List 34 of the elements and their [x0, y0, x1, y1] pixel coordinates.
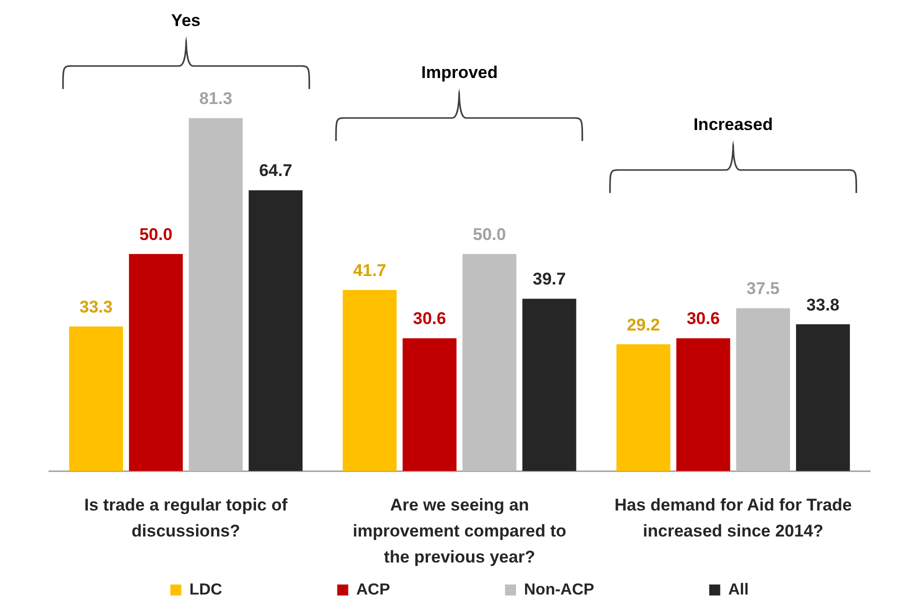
data-label: 37.5 — [746, 279, 780, 298]
text: Improved — [421, 63, 498, 83]
legend-label: LDC — [189, 581, 223, 598]
bar — [736, 308, 790, 471]
data-label: 29.2 — [626, 315, 660, 334]
data-label: 33.3 — [79, 297, 113, 316]
data-label: 50.0 — [472, 225, 506, 244]
data-label: 50.0 — [139, 225, 172, 244]
legend-label: All — [728, 581, 749, 598]
x-tick-label: Are we seeing an improvement compared to the previous year? — [352, 496, 566, 567]
bar — [402, 338, 457, 471]
bar — [248, 190, 303, 471]
data-label: 30.6 — [686, 309, 720, 328]
legend-label: Non-ACP — [524, 581, 595, 598]
x-tick-label: Has demand for Aid for Trade increased since 2014? — [614, 496, 852, 541]
bar — [69, 326, 123, 471]
bar — [462, 254, 516, 471]
bar — [796, 324, 850, 471]
x-tick-label: Is trade a regular topic of discussions? — [84, 496, 288, 541]
legend-label: ACP — [356, 581, 390, 598]
bar — [616, 344, 670, 471]
bar — [676, 338, 730, 471]
data-label: 81.3 — [199, 89, 232, 108]
text: Yes — [171, 11, 200, 31]
data-label: 30.6 — [413, 309, 446, 328]
annotation: Increased — [693, 115, 773, 135]
bar — [522, 298, 576, 471]
bar — [342, 290, 397, 471]
bar — [128, 254, 183, 471]
data-label: 41.7 — [353, 261, 386, 280]
data-label: 64.7 — [259, 161, 292, 180]
data-label: 33.8 — [806, 295, 840, 314]
bar — [188, 118, 243, 471]
data-label: 39.7 — [532, 270, 566, 289]
